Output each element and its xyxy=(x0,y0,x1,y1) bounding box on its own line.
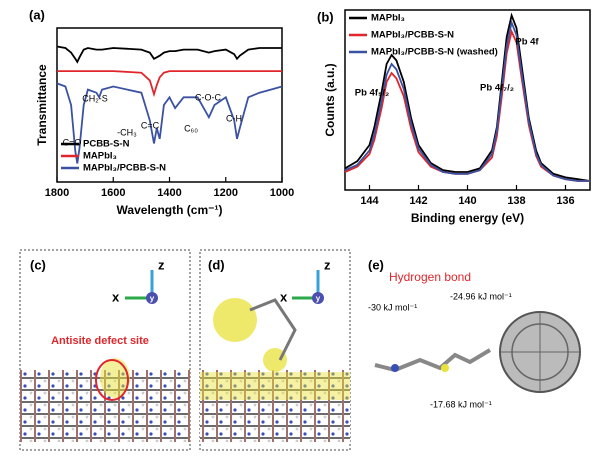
axis-label: z xyxy=(324,257,331,272)
atom xyxy=(441,364,449,372)
annotation: C=O xyxy=(63,137,82,147)
annotation: C-H xyxy=(226,113,242,123)
legend-label: MAPbI₃ xyxy=(83,151,117,162)
panel-label: (c) xyxy=(30,257,46,272)
axis-label: x xyxy=(112,289,120,304)
axis-origin xyxy=(312,292,324,304)
panel-label: (e) xyxy=(368,257,384,272)
y-axis-title: Transmittance xyxy=(35,64,49,146)
axis-label: x xyxy=(280,289,288,304)
annotation: Pb 4f xyxy=(515,37,539,48)
panel-label: (d) xyxy=(208,257,225,272)
cell-box xyxy=(19,249,191,451)
annotation: Pb 4f₇/₂ xyxy=(480,83,514,94)
x-tick-label: 144 xyxy=(360,195,379,207)
x-tick-label: 142 xyxy=(409,195,427,207)
annotation: C₆₀ xyxy=(184,123,198,133)
defect-density xyxy=(100,358,130,398)
x-tick-label: 1400 xyxy=(157,187,181,199)
molecule xyxy=(249,298,297,361)
x-tick-label: 1200 xyxy=(214,187,238,199)
annotation: C=C xyxy=(141,120,160,130)
axis-label: y xyxy=(150,294,155,303)
x-tick-label: 140 xyxy=(458,195,476,207)
atom xyxy=(391,364,399,372)
x-tick-label: 136 xyxy=(556,195,574,207)
series-line xyxy=(56,45,282,64)
x-tick-label: 138 xyxy=(507,195,525,207)
energy-label: -24.96 kJ mol⁻¹ xyxy=(450,291,512,301)
cell-box xyxy=(199,249,351,451)
series-line xyxy=(56,82,283,164)
panel-c: (c) z x y Antisite defect site xyxy=(19,249,191,451)
axis-label: z xyxy=(158,257,165,272)
panel-label: (a) xyxy=(29,7,45,22)
energy-label: -30 kJ mol⁻¹ xyxy=(368,302,417,312)
annotation: C-O-C xyxy=(195,92,221,102)
panel-label: (b) xyxy=(317,9,334,24)
energy-label: -17.68 kJ mol⁻¹ xyxy=(430,399,492,409)
annotation: -CH₃ xyxy=(117,127,137,137)
x-tick-label: 1600 xyxy=(101,187,125,199)
defect-circle xyxy=(95,359,129,401)
legend-label: MAPbI₃/PCBB-S-N (washed) xyxy=(371,47,498,58)
panel-d: (d) z x y xyxy=(199,249,351,451)
legend-label: MAPbI₃ xyxy=(371,13,405,24)
legend-label: PCBB-S-N xyxy=(83,139,130,150)
annotation: Pb 4f₅/₂ xyxy=(355,88,389,99)
axis-label: y xyxy=(316,294,321,303)
x-tick-label: 1800 xyxy=(45,187,69,199)
legend-label: MAPbI₃/PCBB-S-N xyxy=(83,163,166,174)
annotation: Antisite defect site xyxy=(51,335,149,347)
x-tick-label: 1000 xyxy=(270,187,294,199)
series-line xyxy=(57,70,282,98)
panel-e: (e) Hydrogen bond -30 kJ mol⁻¹ -24.96 kJ… xyxy=(368,257,581,409)
x-axis-title: Wavelength (cm⁻¹) xyxy=(117,203,223,217)
charge-density xyxy=(200,372,350,400)
series-line xyxy=(344,19,590,182)
charge-density xyxy=(213,298,257,342)
lattice xyxy=(200,370,350,442)
annotation: CH₂-S xyxy=(82,93,108,103)
series-line xyxy=(344,12,591,182)
charge-density xyxy=(263,348,287,372)
y-axis-title: Counts (a.u.) xyxy=(323,63,337,136)
legend-label: MAPbI₃/PCBB-S-N xyxy=(371,30,454,41)
x-axis-title: Binding energy (eV) xyxy=(411,211,524,225)
annotation: Hydrogen bond xyxy=(389,270,471,284)
axis-origin xyxy=(146,292,158,304)
